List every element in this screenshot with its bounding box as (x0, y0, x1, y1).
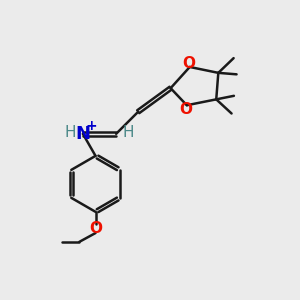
Text: O: O (89, 221, 102, 236)
Text: H: H (65, 125, 76, 140)
Text: O: O (183, 56, 196, 70)
Text: +: + (86, 119, 98, 133)
Text: H: H (123, 125, 134, 140)
Text: O: O (179, 102, 192, 117)
Text: N: N (75, 125, 90, 143)
